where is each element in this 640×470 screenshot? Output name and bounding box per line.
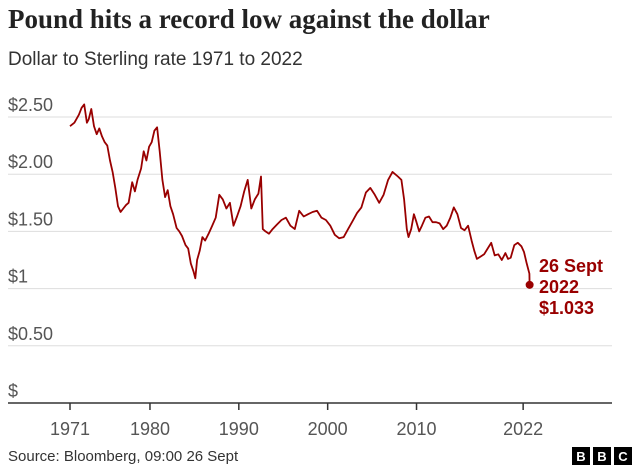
final-point-marker bbox=[525, 280, 534, 289]
line-chart: $2.50 $2.00 $1.50 $1 $0.50 $ 1971 1980 1990 2000… bbox=[8, 95, 612, 439]
x-tick-label: 2022 bbox=[503, 419, 543, 439]
y-axis-tick-labels: $2.50 $2.00 $1.50 $1 $0.50 $ bbox=[8, 95, 53, 401]
annotation-line-2: 2022 bbox=[539, 277, 579, 297]
bbc-logo: B B C bbox=[572, 447, 632, 465]
y-tick-label: $2.50 bbox=[8, 95, 53, 115]
y-tick-label: $0.50 bbox=[8, 324, 53, 344]
annotation-line-3: $1.033 bbox=[539, 298, 594, 318]
chart-title: Pound hits a record low against the doll… bbox=[8, 4, 490, 34]
logo-letter-b2: B bbox=[593, 447, 611, 465]
logo-letter-b1: B bbox=[572, 447, 590, 465]
logo-letter-c: C bbox=[614, 447, 632, 465]
x-tick-label: 1971 bbox=[50, 419, 90, 439]
gridlines bbox=[8, 116, 612, 404]
annotation-line-1: 26 Sept bbox=[539, 256, 603, 276]
x-tick-label: 1980 bbox=[130, 419, 170, 439]
y-tick-label: $ bbox=[8, 381, 18, 401]
y-tick-label: $2.00 bbox=[8, 152, 53, 172]
series-line-gbp-usd bbox=[69, 103, 531, 285]
source-note: Source: Bloomberg, 09:00 26 Sept bbox=[8, 448, 239, 465]
x-axis-ticks: 1971 1980 1990 2000 2010 2022 bbox=[50, 403, 543, 439]
y-tick-label: $1.50 bbox=[8, 209, 53, 229]
x-tick-label: 1990 bbox=[219, 419, 259, 439]
chart-subtitle: Dollar to Sterling rate 1971 to 2022 bbox=[8, 49, 303, 70]
y-tick-label: $1 bbox=[8, 267, 28, 287]
x-tick-label: 2010 bbox=[397, 419, 437, 439]
series-layer bbox=[69, 103, 534, 289]
x-tick-label: 2000 bbox=[308, 419, 348, 439]
